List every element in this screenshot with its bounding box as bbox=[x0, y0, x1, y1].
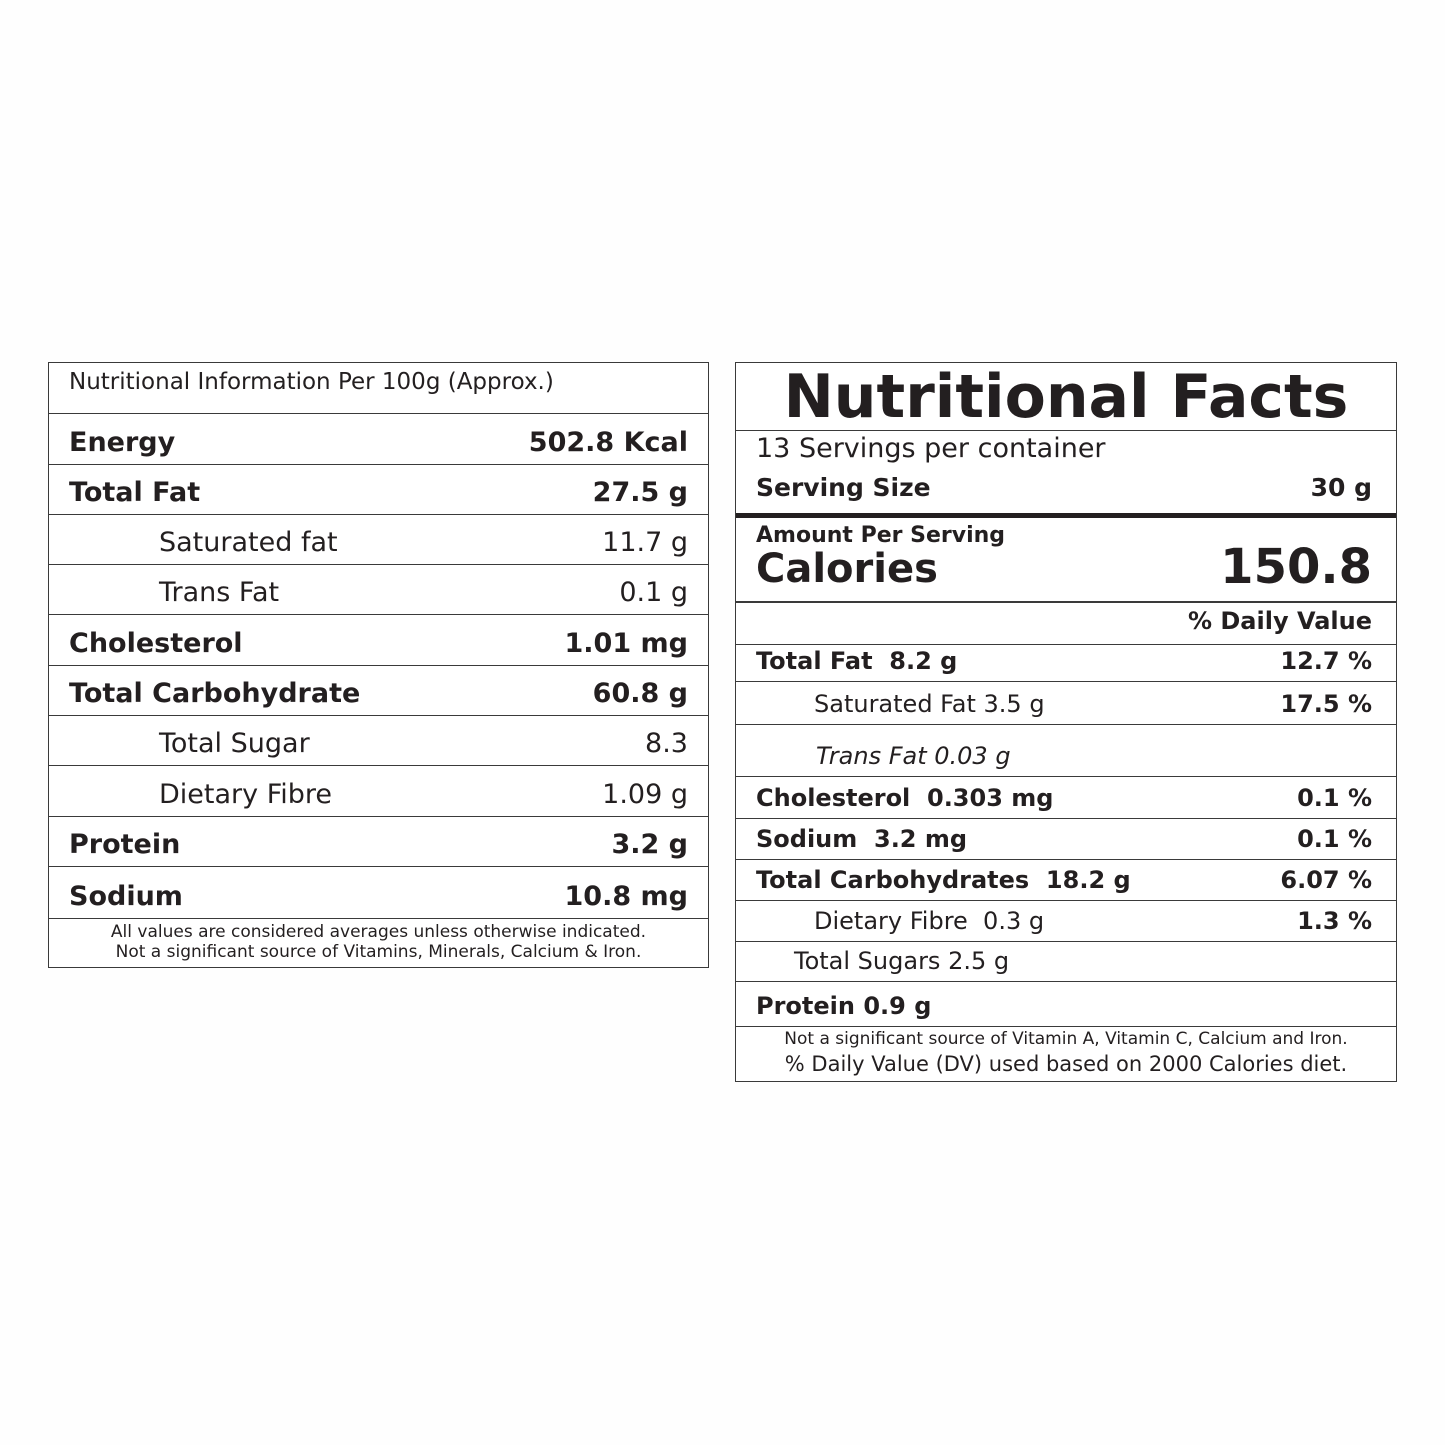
left-row-label: Total Fat bbox=[69, 477, 201, 508]
left-row-value: 1.01 mg bbox=[564, 628, 688, 659]
daily-value-header: % Daily Value bbox=[1187, 607, 1372, 635]
calories-value: 150.8 bbox=[1220, 539, 1372, 595]
right-row-label: Dietary Fibre 0.3 g bbox=[814, 907, 1044, 935]
right-footnote-line1: Not a significant source of Vitamin A, V… bbox=[784, 1029, 1348, 1049]
left-row: Cholesterol 1.01 mg bbox=[49, 614, 708, 665]
right-footnote: Not a significant source of Vitamin A, V… bbox=[736, 1026, 1396, 1077]
right-row-label: Total Fat 8.2 g bbox=[756, 647, 957, 675]
left-row-value: 3.2 g bbox=[611, 829, 688, 860]
left-row: Sodium 10.8 mg bbox=[49, 866, 708, 918]
left-row-label: Total Sugar bbox=[159, 728, 310, 759]
left-row-value: 0.1 g bbox=[619, 577, 688, 608]
right-row-label-text: 18.2 g bbox=[1029, 866, 1131, 894]
right-row-label: Total Carbohydrates 18.2 g bbox=[756, 866, 1131, 894]
left-row-value: 11.7 g bbox=[602, 527, 688, 558]
right-row-label: Total Sugars 2.5 g bbox=[794, 947, 1009, 975]
right-row-daily-value: 1.3 % bbox=[1297, 907, 1372, 935]
divider bbox=[736, 601, 1396, 603]
left-row-label: Cholesterol bbox=[69, 628, 243, 659]
left-row-label: Dietary Fibre bbox=[159, 779, 333, 810]
right-row: Total Sugars 2.5 g bbox=[736, 941, 1396, 981]
right-row-daily-value: 0.1 % bbox=[1297, 825, 1372, 853]
right-row: Trans Fat 0.03 g bbox=[736, 724, 1396, 776]
left-row-label: Protein bbox=[69, 829, 181, 860]
right-row-label-bold: Sodium bbox=[756, 825, 858, 853]
left-row: Protein 3.2 g bbox=[49, 816, 708, 866]
right-row: Total Fat 8.2 g 12.7 % bbox=[736, 644, 1396, 681]
right-row-daily-value: 12.7 % bbox=[1280, 647, 1372, 675]
right-row: Total Carbohydrates 18.2 g 6.07 % bbox=[736, 859, 1396, 900]
nutrition-info-per-100g-panel: Nutritional Information Per 100g (Approx… bbox=[48, 362, 709, 968]
right-row: Sodium 3.2 mg 0.1 % bbox=[736, 818, 1396, 859]
thick-divider bbox=[736, 513, 1396, 518]
right-row-label-text: Trans Fat 0.03 g bbox=[816, 742, 1011, 770]
right-row-daily-value: 17.5 % bbox=[1280, 690, 1372, 718]
serving-size-value: 30 g bbox=[1310, 473, 1372, 502]
amount-per-serving: Amount Per Serving bbox=[756, 523, 1006, 548]
left-row: Total Sugar 8.3 bbox=[49, 715, 708, 765]
left-row-label: Trans Fat bbox=[159, 577, 280, 608]
right-row-label-bold: Total Carbohydrates bbox=[756, 866, 1030, 894]
right-row-label-text: 0.303 mg bbox=[910, 784, 1054, 812]
left-row-value: 27.5 g bbox=[592, 477, 688, 508]
left-row-label: Energy bbox=[69, 427, 176, 458]
right-row-daily-value: 6.07 % bbox=[1280, 866, 1372, 894]
right-row-label-bold: Protein bbox=[756, 992, 855, 1020]
right-row-daily-value: 0.1 % bbox=[1297, 784, 1372, 812]
left-row-label: Sodium bbox=[69, 881, 183, 912]
left-row-label: Saturated fat bbox=[159, 527, 338, 558]
left-footnote-line1: All values are considered averages unles… bbox=[110, 922, 647, 942]
left-row: Saturated fat 11.7 g bbox=[49, 514, 708, 564]
right-row-label-text: Total Sugars 2.5 g bbox=[794, 947, 1010, 975]
left-row: Dietary Fibre 1.09 g bbox=[49, 765, 708, 816]
left-row-value: 8.3 bbox=[645, 728, 688, 759]
right-row-label-bold: Total Fat bbox=[756, 647, 873, 675]
right-row-label: Trans Fat 0.03 g bbox=[816, 742, 1011, 770]
right-footnote-line2: % Daily Value (DV) used based on 2000 Ca… bbox=[784, 1052, 1348, 1076]
right-row: Dietary Fibre 0.3 g 1.3 % bbox=[736, 900, 1396, 941]
nutrition-facts-panel: Nutritional Facts 13 Servings per contai… bbox=[735, 362, 1397, 1082]
serving-size-label: Serving Size bbox=[756, 473, 931, 502]
right-row-label-text: Dietary Fibre 0.3 g bbox=[814, 907, 1045, 935]
left-row-value: 10.8 mg bbox=[564, 881, 688, 912]
right-row-label-text: 0.9 g bbox=[854, 992, 932, 1020]
left-row-value: 502.8 Kcal bbox=[528, 427, 688, 458]
left-row-label: Total Carbohydrate bbox=[69, 678, 361, 709]
right-row: Cholesterol 0.303 mg 0.1 % bbox=[736, 776, 1396, 818]
right-row-label: Saturated Fat 3.5 g bbox=[814, 690, 1045, 718]
left-footnote: All values are considered averages unles… bbox=[49, 918, 708, 962]
left-row-value: 60.8 g bbox=[592, 678, 688, 709]
right-row: Saturated Fat 3.5 g 17.5 % bbox=[736, 681, 1396, 724]
left-row: Total Carbohydrate 60.8 g bbox=[49, 665, 708, 715]
right-row: Protein 0.9 g bbox=[736, 981, 1396, 1026]
divider bbox=[736, 430, 1396, 431]
right-row-label-bold: Cholesterol bbox=[756, 784, 911, 812]
calories-label: Calories bbox=[756, 546, 938, 592]
servings-per-container: 13 Servings per container bbox=[756, 433, 1106, 464]
right-row-label-text: 3.2 mg bbox=[857, 825, 968, 853]
left-row: Trans Fat 0.1 g bbox=[49, 564, 708, 614]
right-row-label: Protein 0.9 g bbox=[756, 992, 931, 1020]
left-footnote-line2: Not a significant source of Vitamins, Mi… bbox=[115, 942, 642, 962]
right-row-label: Sodium 3.2 mg bbox=[756, 825, 967, 853]
right-row-label-text: 8.2 g bbox=[872, 647, 958, 675]
left-row: Total Fat 27.5 g bbox=[49, 464, 708, 514]
nutrition-facts-title: Nutritional Facts bbox=[783, 362, 1349, 432]
right-row-label: Cholesterol 0.303 mg bbox=[756, 784, 1053, 812]
right-row-label-text: Saturated Fat 3.5 g bbox=[814, 690, 1045, 718]
left-row: Energy 502.8 Kcal bbox=[49, 413, 708, 464]
left-panel-header: Nutritional Information Per 100g (Approx… bbox=[69, 369, 554, 395]
left-row-value: 1.09 g bbox=[602, 779, 688, 810]
